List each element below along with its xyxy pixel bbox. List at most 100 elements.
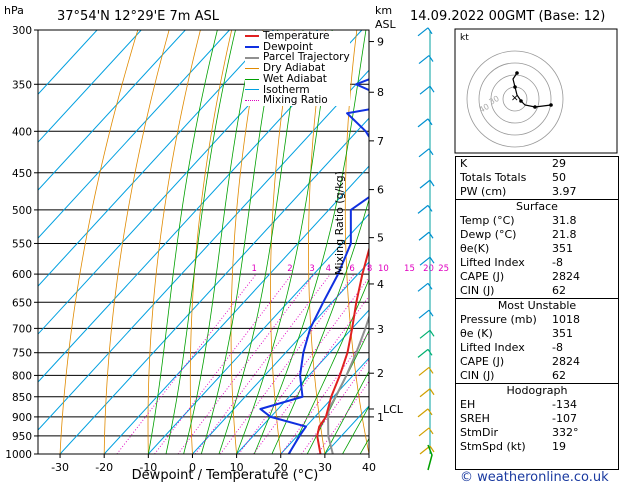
surface-title: Surface	[516, 200, 558, 213]
legend-item: Dewpoint	[245, 41, 350, 53]
wind-barb-flag	[427, 349, 433, 356]
temp-tick-label: 10	[230, 461, 244, 474]
wind-barb	[417, 408, 429, 418]
mixing-ratio-line	[219, 273, 355, 454]
mixing-ratio-line	[177, 273, 315, 454]
hodograph-storm-mark: ✕	[511, 94, 519, 104]
index-label: Temp (°C)	[460, 214, 515, 227]
wind-barb-flag	[428, 427, 434, 435]
x-axis-label: Dewpoint / Temperature (°C)	[131, 468, 319, 483]
index-row: CAPE (J) 2824	[456, 270, 618, 284]
wind-barb-flag	[428, 367, 434, 374]
wind-barb	[417, 118, 429, 128]
wet-adiabat	[147, 30, 218, 454]
isotherm	[38, 30, 186, 191]
sounding-lines	[259, 78, 369, 454]
copyright: © weatheronline.co.uk	[460, 470, 609, 485]
hodograph-title: Hodograph	[506, 384, 568, 397]
wind-barb-flag	[429, 329, 435, 337]
mixing-ratio-label: 6	[349, 264, 354, 274]
km-tick-label: 8	[377, 86, 384, 99]
legend-item: Temperature	[245, 31, 350, 42]
index-label: StmDir	[460, 426, 499, 439]
wind-barb-flag	[427, 118, 433, 126]
index-row: K 29	[456, 157, 618, 171]
hodograph-ring	[478, 62, 552, 136]
isotherm	[38, 30, 142, 143]
legend-item: Dry Adiabat	[245, 63, 350, 74]
wind-barb	[418, 55, 430, 65]
index-row: SREH -107	[456, 412, 618, 426]
wind-barb-flag	[427, 27, 433, 35]
wind-barb	[418, 148, 430, 158]
wet-adiabat	[200, 30, 279, 454]
lcl-label: LCL	[383, 403, 404, 416]
indices-panel: K 29 Totals Totals 50 PW (cm) 3.97 Surface Tem…	[455, 156, 619, 470]
wet-adiabat	[289, 278, 369, 454]
mixing-ratio-label: 25	[438, 264, 449, 274]
index-row: StmDir 332°	[456, 426, 618, 440]
dry-adiabat	[381, 30, 413, 454]
most-unstable-title: Most Unstable	[497, 299, 577, 312]
index-label: CIN (J)	[460, 369, 495, 382]
index-row: PW (cm) 3.97	[456, 185, 618, 199]
index-row: Lifted Index -8	[456, 341, 618, 355]
isotherm	[59, 117, 369, 454]
isotherm	[103, 165, 369, 454]
mixing-ratio-label: 15	[404, 264, 415, 274]
index-value: 351	[552, 327, 573, 340]
location-title: 37°54'N 12°29'E 7m ASL	[57, 9, 219, 24]
pressure-tick-label: 300	[12, 25, 32, 37]
wind-barb-flag	[429, 179, 435, 187]
mixing-ratio-line	[301, 358, 369, 454]
index-value: 351	[552, 242, 573, 255]
mixing-ratio-label: 8	[367, 264, 372, 274]
hodograph-point	[533, 105, 537, 109]
pressure-tick-label: 400	[12, 126, 32, 138]
isotherm	[38, 30, 274, 287]
wind-barb	[419, 388, 431, 398]
axis-labels: 1 2 3 4 6 8 10 15 20 2530035040045050055060065070…	[5, 25, 449, 474]
hodograph-ring-label: 30	[488, 94, 501, 107]
index-row: Totals Totals 50	[456, 171, 618, 185]
pressure-tick-label: 700	[12, 323, 32, 335]
temp-tick-label: -20	[95, 461, 113, 474]
index-label: SREH	[460, 412, 490, 425]
pressure-tick-label: 350	[12, 79, 32, 91]
hodograph-point	[513, 85, 517, 89]
index-value: -134	[552, 398, 577, 411]
legend: Temperature Dewpoint Parcel Trajectory D…	[245, 31, 350, 106]
index-label: Lifted Index	[460, 341, 525, 354]
wind-barb-flag	[429, 256, 435, 264]
index-value: 3.97	[552, 185, 577, 198]
index-value: -8	[552, 341, 563, 354]
isotherm	[147, 213, 369, 454]
mixing-ratio-label: 1	[252, 264, 257, 274]
legend-item: Parcel Trajectory	[245, 52, 350, 63]
wind-barb	[417, 348, 429, 358]
datetime-title: 14.09.2022 00GMT (Base: 12)	[410, 9, 606, 24]
mixing-ratio-label: 20	[423, 264, 434, 274]
mixing-ratio-line	[238, 276, 369, 454]
mixing-ratio-line	[116, 273, 257, 454]
index-value: 62	[552, 284, 566, 297]
index-label: Pressure (mb)	[460, 313, 537, 326]
dry-adiabat	[59, 30, 139, 454]
hodograph-frame	[454, 28, 618, 154]
temp-tick-label: -10	[139, 461, 157, 474]
wind-barb	[418, 427, 430, 437]
dry-adiabat	[270, 30, 295, 454]
dry-adiabat	[147, 30, 201, 454]
temp-tick-label: 40	[362, 461, 376, 474]
pressure-tick-label: 650	[12, 297, 32, 309]
index-row: CIN (J) 62	[456, 369, 618, 383]
index-label: CAPE (J)	[460, 270, 505, 283]
mixing-ratio-label: 2	[287, 264, 292, 274]
wind-barb-flag	[428, 148, 434, 156]
background-lines	[38, 30, 413, 454]
index-row: Temp (°C) 31.8	[456, 214, 618, 228]
mixing-ratio-line	[280, 331, 369, 454]
series-line-dewpoint	[259, 78, 369, 454]
wind-barb	[417, 282, 429, 292]
